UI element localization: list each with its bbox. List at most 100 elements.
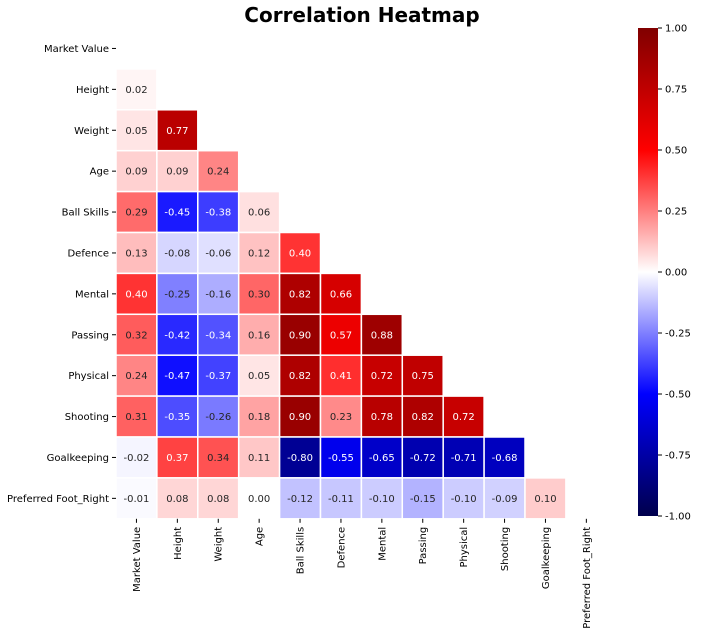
cell-value-label: -0.26 (205, 412, 231, 423)
y-tick-labels: Market Value Height Weight Age Ball Skills De… (7, 44, 116, 505)
cell-value-label: 0.11 (248, 453, 270, 464)
cell-value-label: 0.57 (330, 330, 352, 341)
heatmap-cells: 0.02 0.05 0.77 0.09 0.09 0.24 0.29 -0.45 -0.38 0.… (115, 68, 567, 520)
colorbar-tick-label: 0.75 (665, 85, 687, 96)
cell-value-label: 0.66 (330, 289, 352, 300)
colorbar-tick-label: -0.25 (665, 329, 691, 340)
colorbar-tick-label: 0.50 (665, 146, 687, 157)
heatmap-cell (237, 190, 281, 234)
cell-value-label: -0.55 (328, 453, 354, 464)
cell-value-label: 0.05 (125, 126, 147, 137)
heatmap-cell (115, 395, 158, 438)
y-tick-label: Market Value (44, 44, 109, 55)
cell-value-label: -0.11 (328, 494, 354, 505)
heatmap-cell (156, 313, 199, 356)
heatmap-cell (237, 272, 281, 316)
cell-value-label: 0.30 (248, 289, 270, 300)
colorbar-tick-label: 0.00 (665, 268, 687, 279)
cell-value-label: 0.23 (330, 412, 352, 423)
cell-value-label: 0.78 (371, 412, 393, 423)
cell-value-label: 0.00 (248, 494, 270, 505)
heatmap-cell (401, 354, 444, 397)
heatmap-cell (442, 477, 485, 520)
cell-value-label: 0.24 (207, 167, 229, 178)
x-tick-label: Shooting (500, 527, 511, 571)
colorbar-tick-label: -0.75 (665, 451, 691, 462)
cell-value-label: 0.08 (207, 494, 229, 505)
cell-value-label: 0.10 (534, 494, 556, 505)
cell-value-label: -0.35 (164, 412, 190, 423)
x-tick-label: Age (255, 527, 266, 546)
cell-value-label: 0.29 (125, 208, 147, 219)
colorbar-tick-label: 0.25 (665, 207, 687, 218)
cell-value-label: -0.16 (205, 289, 231, 300)
cell-value-label: -0.09 (492, 494, 518, 505)
cell-value-label: 0.72 (453, 412, 475, 423)
x-tick-label: Goalkeeping (541, 527, 552, 589)
heatmap-cell (524, 477, 567, 520)
cell-value-label: -0.08 (164, 248, 190, 259)
cell-value-label: 0.05 (248, 371, 270, 382)
x-tick-label: Mental (377, 527, 388, 561)
cell-value-label: 0.06 (248, 208, 270, 219)
colorbar-tick-label: -0.50 (665, 390, 691, 401)
chart-title: Correlation Heatmap (244, 3, 479, 27)
cell-value-label: 0.16 (248, 330, 270, 341)
heatmap-cell (319, 395, 363, 438)
y-tick-label: Shooting (65, 412, 109, 423)
cell-value-label: 0.31 (125, 412, 147, 423)
cell-value-label: 0.12 (248, 248, 270, 259)
heatmap-cell (278, 436, 322, 479)
heatmap-cell (442, 436, 485, 479)
heatmap-cell (237, 477, 281, 520)
heatmap-cell (197, 354, 240, 397)
x-tick-labels: Market Value Height Weight Age Ball Skills De… (132, 518, 593, 629)
cell-value-label: -0.42 (164, 330, 190, 341)
cell-value-label: -0.15 (410, 494, 436, 505)
y-tick-label: Passing (71, 330, 109, 341)
heatmap-cell (319, 477, 363, 520)
heatmap-cell (115, 313, 158, 356)
cell-value-label: -0.47 (164, 371, 190, 382)
cell-value-label: 0.90 (289, 330, 311, 341)
cell-value-label: 0.02 (125, 85, 147, 96)
heatmap-cell (115, 354, 158, 397)
cell-value-label: 0.77 (166, 126, 188, 137)
heatmap-cell (156, 272, 199, 316)
cell-value-label: -0.06 (205, 248, 231, 259)
y-tick-label: Preferred Foot_Right (7, 494, 109, 505)
x-tick-label: Ball Skills (296, 527, 307, 574)
cell-value-label: 0.37 (166, 453, 188, 464)
cell-value-label: 0.32 (125, 330, 147, 341)
cell-value-label: -0.02 (124, 453, 150, 464)
x-tick-label: Preferred Foot_Right (582, 527, 593, 629)
cell-value-label: 0.82 (412, 412, 434, 423)
cell-value-label: 0.72 (371, 371, 393, 382)
heatmap-cell (401, 436, 444, 479)
cell-value-label: 0.13 (125, 248, 147, 259)
x-tick-label: Defence (336, 527, 347, 569)
colorbar: -1.00 -0.75 -0.50 -0.25 0.00 0.25 0.50 0.75 1.00 (638, 24, 691, 523)
cell-value-label: 0.34 (207, 453, 229, 464)
heatmap-cell (483, 436, 526, 479)
cell-value-label: -0.01 (124, 494, 150, 505)
cell-value-label: 0.40 (125, 289, 147, 300)
cell-value-label: 0.88 (371, 330, 393, 341)
x-tick-label: Height (173, 527, 184, 560)
cell-value-label: -0.68 (492, 453, 518, 464)
cell-value-label: -0.10 (451, 494, 477, 505)
cell-value-label: 0.90 (289, 412, 311, 423)
y-tick-label: Mental (75, 289, 109, 300)
cell-value-label: 0.82 (289, 371, 311, 382)
cell-value-label: -0.34 (205, 330, 231, 341)
cell-value-label: -0.65 (369, 453, 395, 464)
y-tick-label: Age (90, 167, 109, 178)
cell-value-label: 0.09 (125, 167, 147, 178)
cell-value-label: 0.09 (166, 167, 188, 178)
cell-value-label: 0.40 (289, 248, 311, 259)
heatmap-cell (156, 231, 199, 275)
cell-value-label: -0.25 (164, 289, 190, 300)
heatmap-cell (115, 436, 158, 479)
cell-value-label: 0.75 (412, 371, 434, 382)
